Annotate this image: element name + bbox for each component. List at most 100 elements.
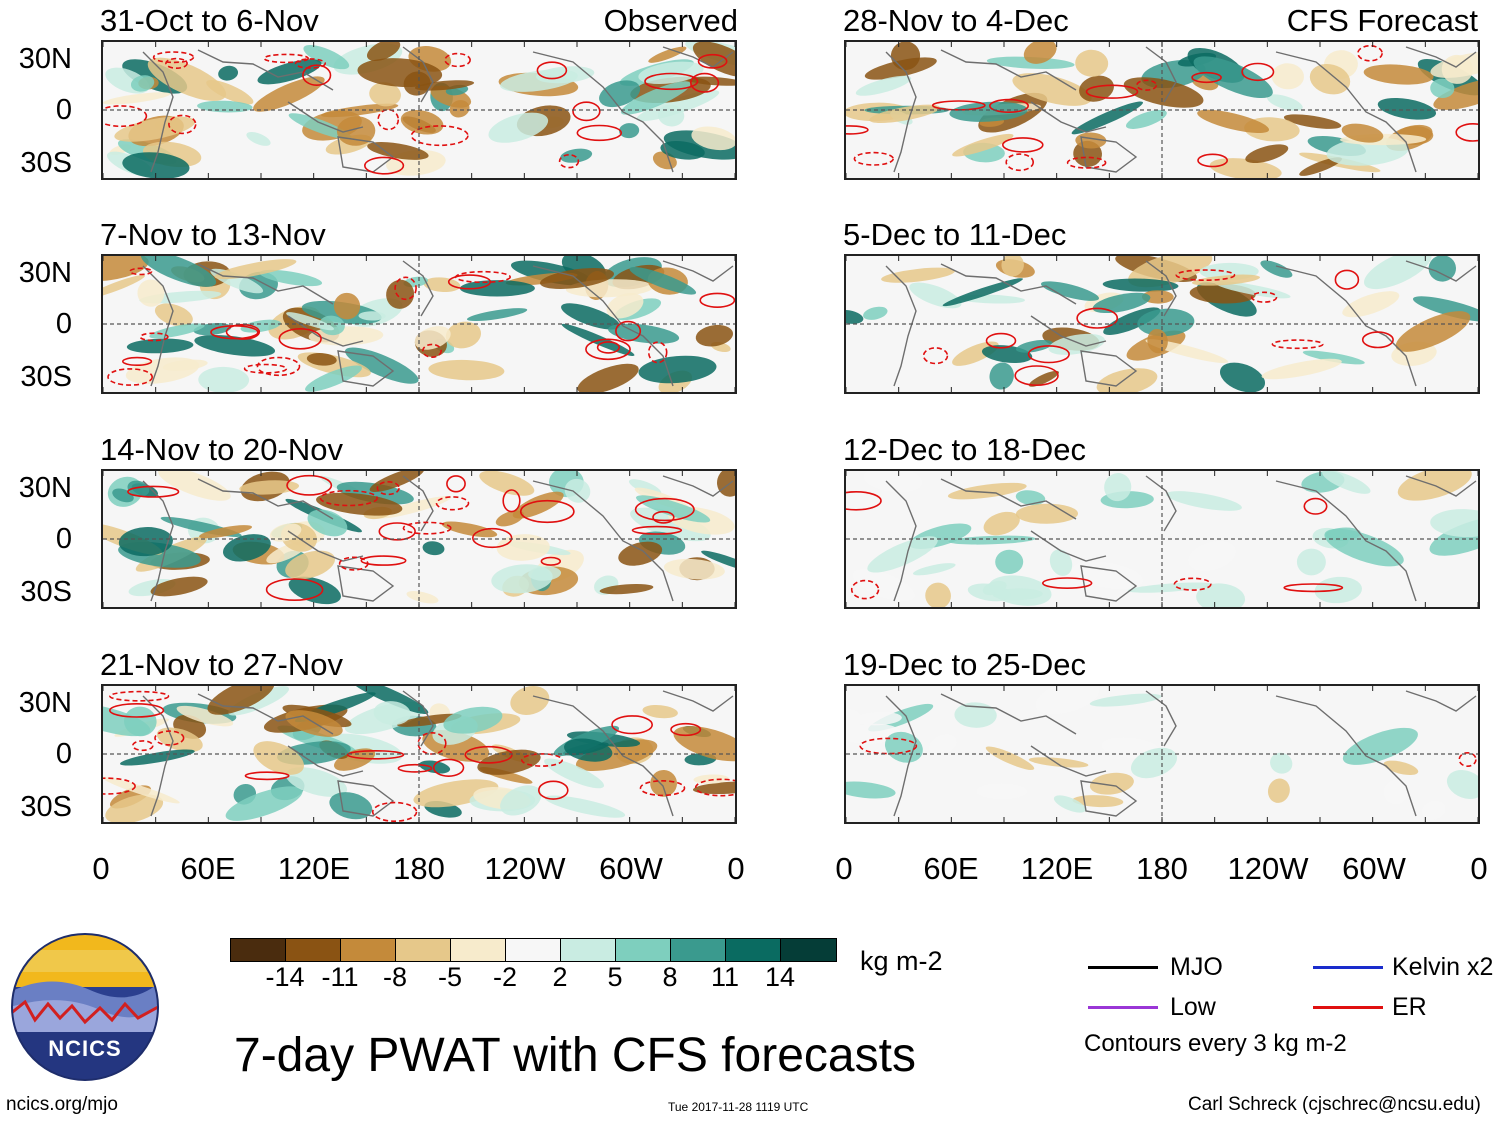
anomaly-blob [150, 576, 208, 597]
anomaly-blob [406, 591, 439, 604]
legend-line-er [1313, 1006, 1383, 1009]
coastline [1030, 745, 1107, 777]
lon-label-120e: 120E [1020, 851, 1094, 886]
coastline [287, 745, 364, 777]
coastline [1030, 530, 1107, 562]
anomaly-blob [366, 42, 401, 62]
er-contour [263, 53, 309, 64]
anomaly-blob [257, 59, 322, 85]
anomaly-blob [1028, 757, 1089, 768]
anomaly-blob [846, 309, 864, 324]
anomaly-blob [259, 269, 323, 287]
anomaly-blob [225, 786, 303, 821]
anomaly-blob [1299, 157, 1342, 176]
anomaly-blob [1430, 509, 1478, 538]
anomaly-blob [1035, 686, 1100, 715]
anomaly-blob [103, 776, 180, 804]
anomaly-blob [419, 760, 451, 774]
anomaly-blob [952, 133, 1014, 157]
anomaly-blob [650, 770, 677, 797]
anomaly-blob [982, 580, 1007, 596]
er-contour [225, 323, 261, 340]
anomaly-blob [636, 90, 720, 122]
er-contour [652, 510, 675, 524]
anomaly-blob [575, 739, 658, 772]
er-contour [103, 777, 136, 795]
er-contour [596, 341, 621, 354]
anomaly-blob [240, 319, 281, 333]
coastline [662, 475, 734, 497]
anomaly-blob [1309, 63, 1351, 95]
anomaly-blob [124, 706, 157, 737]
er-contour [1002, 137, 1044, 153]
coastline [1275, 265, 1417, 387]
anomaly-blob [246, 131, 271, 146]
anomaly-blob [422, 541, 445, 556]
er-contour [1042, 577, 1093, 589]
er-contour [346, 750, 405, 760]
anomaly-blob [1028, 370, 1059, 387]
pwat-anomaly-field [846, 686, 1478, 822]
anomaly-blob [912, 563, 956, 576]
coastline [1275, 695, 1417, 817]
anomaly-blob [846, 781, 896, 799]
coastline [662, 690, 734, 712]
er-contour [644, 72, 699, 91]
legend-line-low [1088, 1006, 1158, 1009]
observed-label: Observed [603, 3, 738, 38]
legend-label-low: Low [1170, 993, 1216, 1021]
lon-label-60e: 60E [923, 851, 979, 886]
anomaly-blob [599, 583, 654, 595]
anomaly-blob [692, 781, 735, 795]
lon-label-120w: 120W [484, 851, 566, 886]
panel-title-fc-1: 28-Nov to 4-Dec [843, 3, 1069, 38]
lon-label-0: 0 [835, 851, 853, 886]
anomaly-blob [1322, 471, 1371, 494]
er-contour [421, 343, 442, 359]
anomaly-blob [373, 701, 411, 726]
coastline [287, 101, 364, 133]
lon-label-0-end: 0 [727, 851, 745, 886]
anomaly-blob [1102, 278, 1179, 292]
anomaly-blob [154, 303, 193, 327]
anomaly-blob [869, 104, 940, 123]
colorbar-label: -2 [492, 962, 517, 992]
anomaly-blob [218, 65, 239, 81]
anomaly-blob [544, 795, 626, 818]
anomaly-blob [992, 588, 1043, 601]
coastline [532, 480, 674, 602]
anomaly-blob [648, 46, 687, 63]
colorbar-label: -11 [321, 962, 359, 992]
colorbar-swatch [286, 939, 341, 961]
map-panel-obs-3 [101, 469, 737, 609]
anomaly-blob [199, 525, 252, 539]
anomaly-blob [118, 527, 173, 557]
anomaly-blob [423, 277, 461, 293]
lat-label-30n: 30N [18, 43, 72, 75]
anomaly-blob [303, 45, 350, 70]
anomaly-blob [1071, 101, 1143, 135]
anomaly-blob [1137, 308, 1195, 337]
anomaly-blob [285, 767, 348, 797]
anomaly-blob [120, 749, 195, 766]
er-contour [1173, 577, 1212, 591]
pwat-anomaly-field [846, 256, 1478, 392]
anomaly-blob [948, 535, 1036, 545]
coastline [197, 49, 334, 91]
anomaly-blob [103, 92, 171, 105]
ncics-logo-graphic [11, 933, 159, 1081]
footer-author: Carl Schreck (cjschrec@ncsu.edu) [1188, 1094, 1481, 1115]
anomaly-blob [976, 783, 1028, 800]
lat-label-30n: 30N [18, 472, 72, 504]
coastline [1030, 315, 1107, 347]
anomaly-blob [642, 704, 678, 719]
er-contour [447, 274, 492, 290]
lat-label-eq: 0 [55, 523, 72, 555]
lon-label-120e: 120E [277, 851, 351, 886]
er-contour [1175, 269, 1236, 281]
anomaly-blob [983, 511, 1020, 536]
anomaly-blob [269, 523, 302, 542]
anomaly-blob [564, 478, 591, 503]
anomaly-blob [367, 141, 429, 160]
colorbar-label: 2 [552, 962, 568, 992]
